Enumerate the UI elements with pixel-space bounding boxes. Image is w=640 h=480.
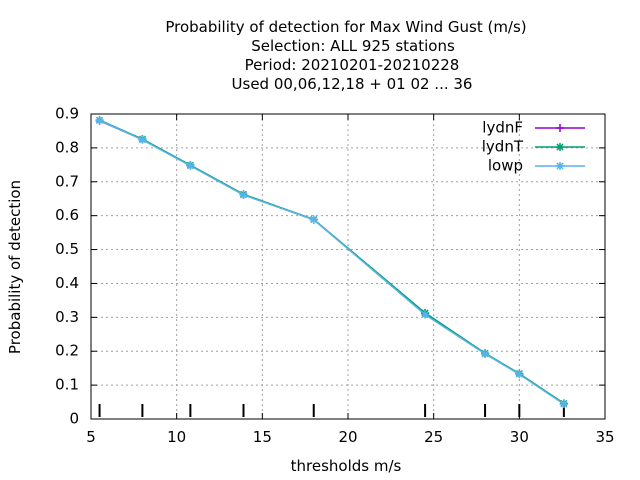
- data-point: [556, 162, 564, 170]
- legend-label: lydnF: [482, 119, 523, 137]
- y-tick-label: 0.1: [55, 376, 79, 394]
- data-point: [556, 143, 564, 151]
- data-point: [481, 349, 490, 358]
- legend-label: lowp: [488, 157, 523, 175]
- marker-stroke: [481, 350, 489, 358]
- x-axis: 5 10 15 20 25 30 35: [86, 114, 615, 446]
- marker-stroke: [421, 311, 429, 319]
- y-axis: 0 0.1 0.2 0.3 0.4 0.5 0.6 0.7 0.8 0.9: [55, 105, 605, 428]
- marker-stroke: [560, 400, 568, 408]
- marker-stroke: [556, 143, 564, 151]
- y-tick-label: 0.2: [55, 342, 79, 360]
- y-tick-label: 0.6: [55, 206, 79, 224]
- grid: [91, 114, 605, 419]
- legend-item: lydnT: [482, 138, 585, 156]
- y-tick-label: 0.3: [55, 308, 79, 326]
- x-tick-label: 5: [86, 428, 96, 446]
- series-lowp: [95, 116, 568, 409]
- y-tick-label: 0.9: [55, 105, 79, 123]
- data-point: [186, 161, 195, 170]
- marker-stroke: [96, 116, 104, 124]
- x-tick-label: 35: [595, 428, 614, 446]
- y-tick-label: 0.4: [55, 274, 79, 292]
- legend-label: lydnT: [482, 138, 524, 156]
- title-line-3: Period: 20210201-20210228: [245, 56, 460, 74]
- x-tick-label: 20: [338, 428, 357, 446]
- y-tick-label: 0.8: [55, 138, 79, 156]
- marker-stroke: [556, 162, 564, 170]
- y-tick-label: 0.7: [55, 172, 79, 190]
- data-point: [515, 370, 524, 379]
- data-point: [138, 135, 147, 144]
- data-point: [239, 190, 248, 199]
- marker-stroke: [186, 162, 194, 170]
- series-layer: [95, 116, 568, 409]
- x-axis-label: thresholds m/s: [291, 457, 402, 475]
- threshold-markers: [98, 404, 565, 417]
- marker-stroke: [239, 191, 248, 199]
- data-point: [559, 400, 568, 409]
- y-axis-label: Probability of detection: [6, 180, 24, 354]
- y-tick-label: 0: [69, 410, 79, 428]
- data-point: [421, 310, 430, 319]
- x-tick-label: 25: [424, 428, 443, 446]
- data-point: [556, 124, 564, 132]
- marker-stroke: [138, 136, 146, 144]
- marker-stroke: [515, 370, 523, 378]
- x-tick-label: 10: [167, 428, 186, 446]
- legend-item: lowp: [488, 157, 585, 175]
- data-point: [95, 116, 104, 125]
- chart-title: Probability of detection for Max Wind Gu…: [165, 18, 526, 93]
- y-tick-label: 0.5: [55, 240, 79, 258]
- title-line-2: Selection: ALL 925 stations: [251, 37, 455, 55]
- legend-item: lydnF: [482, 119, 585, 137]
- marker-stroke: [310, 216, 318, 224]
- title-line-1: Probability of detection for Max Wind Gu…: [165, 18, 526, 36]
- x-tick-label: 15: [253, 428, 272, 446]
- data-point: [309, 215, 318, 224]
- title-line-4: Used 00,06,12,18 + 01 02 ... 36: [232, 75, 473, 93]
- x-tick-label: 30: [510, 428, 529, 446]
